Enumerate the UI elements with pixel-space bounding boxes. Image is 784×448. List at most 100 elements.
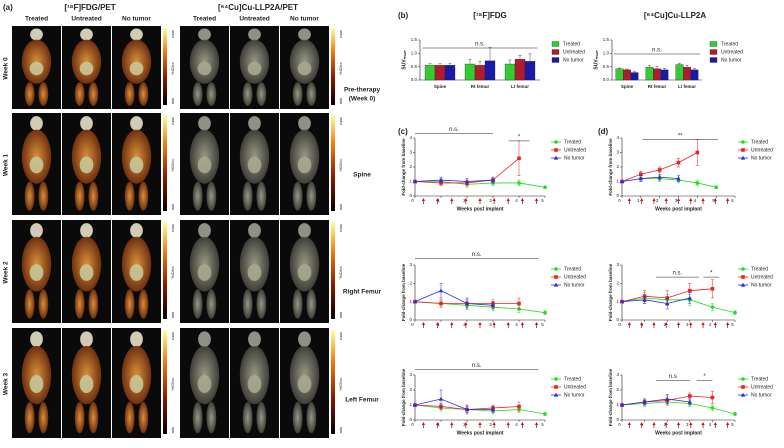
y-tick-label: 0.5 (411, 64, 418, 69)
treatment-arrow (640, 422, 644, 428)
significance-label: n.s. (652, 48, 662, 54)
legend-label: Untreated (751, 384, 773, 390)
error-bar (633, 71, 636, 73)
point (676, 160, 681, 165)
body-torso (121, 129, 152, 184)
colorbar-unit: %ID/cc (170, 62, 175, 75)
legend-marker (740, 392, 746, 397)
y-tick-label: 2 (409, 387, 412, 392)
colorbar-min: min (170, 312, 175, 318)
colorbar (331, 222, 335, 319)
error-bar (655, 66, 659, 69)
treatment-arrow (450, 322, 454, 328)
colorbar-max: max (338, 224, 343, 232)
colorbar (331, 115, 335, 211)
bar (660, 69, 669, 81)
column-title: [⁶⁴Cu]Cu-LLP2A (644, 11, 707, 20)
body-leg (242, 181, 253, 211)
body-head (30, 28, 43, 41)
series-line (621, 398, 690, 406)
column-title: [¹⁸F]FDG (473, 11, 507, 20)
organ (129, 156, 144, 174)
column-header: Treated (25, 16, 48, 23)
legend-label: Untreated (721, 49, 743, 55)
point (665, 301, 670, 306)
y-tick-label: 3 (409, 372, 412, 377)
body-head (248, 223, 261, 238)
treatment-arrow (478, 198, 482, 204)
point (517, 181, 521, 185)
bar (690, 69, 699, 81)
organ (79, 264, 94, 281)
bar (484, 60, 496, 81)
error-bar (618, 67, 621, 69)
error-bar (625, 68, 629, 70)
colorbar-min: min (338, 204, 343, 210)
y-axis-label: Fold-change from baseline (401, 368, 406, 426)
error-bar (685, 65, 689, 68)
treatment-arrow (506, 322, 510, 328)
treatment-arrow (520, 422, 524, 428)
organ (79, 61, 94, 76)
bar (464, 63, 476, 81)
treatment-arrow (450, 422, 454, 428)
treatment-arrow (421, 422, 426, 428)
y-tick-label: 3 (616, 150, 619, 155)
body-leg (256, 289, 267, 319)
x-tick-label: Spine (621, 84, 634, 89)
body-leg (242, 82, 253, 106)
x-tick-label: 3 (489, 422, 492, 427)
point (464, 179, 470, 184)
body-leg (24, 82, 35, 106)
body-head (130, 223, 143, 238)
colorbar-max: max (338, 117, 343, 125)
treatment-arrow (640, 322, 644, 328)
treatment-arrow (436, 198, 440, 204)
treatment-arrow (676, 322, 681, 328)
treatment-arrow (492, 422, 496, 428)
point (688, 394, 692, 398)
bar (434, 65, 446, 81)
colorbar-unit: %ID/cc (170, 159, 175, 172)
legend-marker (741, 267, 745, 271)
x-tick-label: 6 (731, 198, 734, 203)
body-leg (138, 401, 149, 434)
error-bar (693, 68, 696, 70)
bar (514, 59, 526, 81)
x-tick-label: 4 (515, 422, 518, 427)
significance-label: * (710, 271, 713, 277)
body-torso (239, 129, 270, 184)
x-tick-label: 3 (686, 422, 689, 427)
y-tick-label: 1.0 (603, 51, 610, 56)
body-head (248, 331, 261, 348)
legend-label: No tumor (563, 57, 584, 63)
legend-marker (741, 148, 745, 152)
legend-label: Untreated (564, 274, 586, 280)
x-tick-label: 0 (411, 422, 414, 427)
colorbar-max: max (170, 117, 175, 125)
row-label: (Week 0) (349, 96, 376, 103)
body-leg (206, 401, 217, 434)
colorbar-unit: %ID/cc (338, 378, 343, 391)
y-tick-label: 0 (409, 193, 412, 198)
body-leg (242, 289, 253, 319)
treatment-arrow (664, 322, 668, 328)
treatment-arrow (701, 198, 705, 204)
y-tick-label: 1 (409, 402, 412, 407)
treatment-arrow (492, 322, 496, 328)
y-tick-label: 0.0 (603, 77, 610, 82)
treatment-arrow (640, 198, 644, 204)
bar (524, 61, 536, 81)
body-torso (71, 129, 102, 184)
colorbar (163, 115, 167, 211)
body-leg (292, 82, 303, 106)
y-tick-label: 2 (409, 164, 412, 169)
legend-marker (553, 392, 559, 397)
treatment-arrow (713, 322, 717, 328)
organ (247, 61, 262, 76)
legend-label: No tumor (751, 392, 772, 398)
colorbar-unit: %ID/cc (170, 266, 175, 279)
error-bar (508, 59, 512, 64)
body-leg (138, 289, 149, 319)
body-torso (21, 129, 52, 184)
